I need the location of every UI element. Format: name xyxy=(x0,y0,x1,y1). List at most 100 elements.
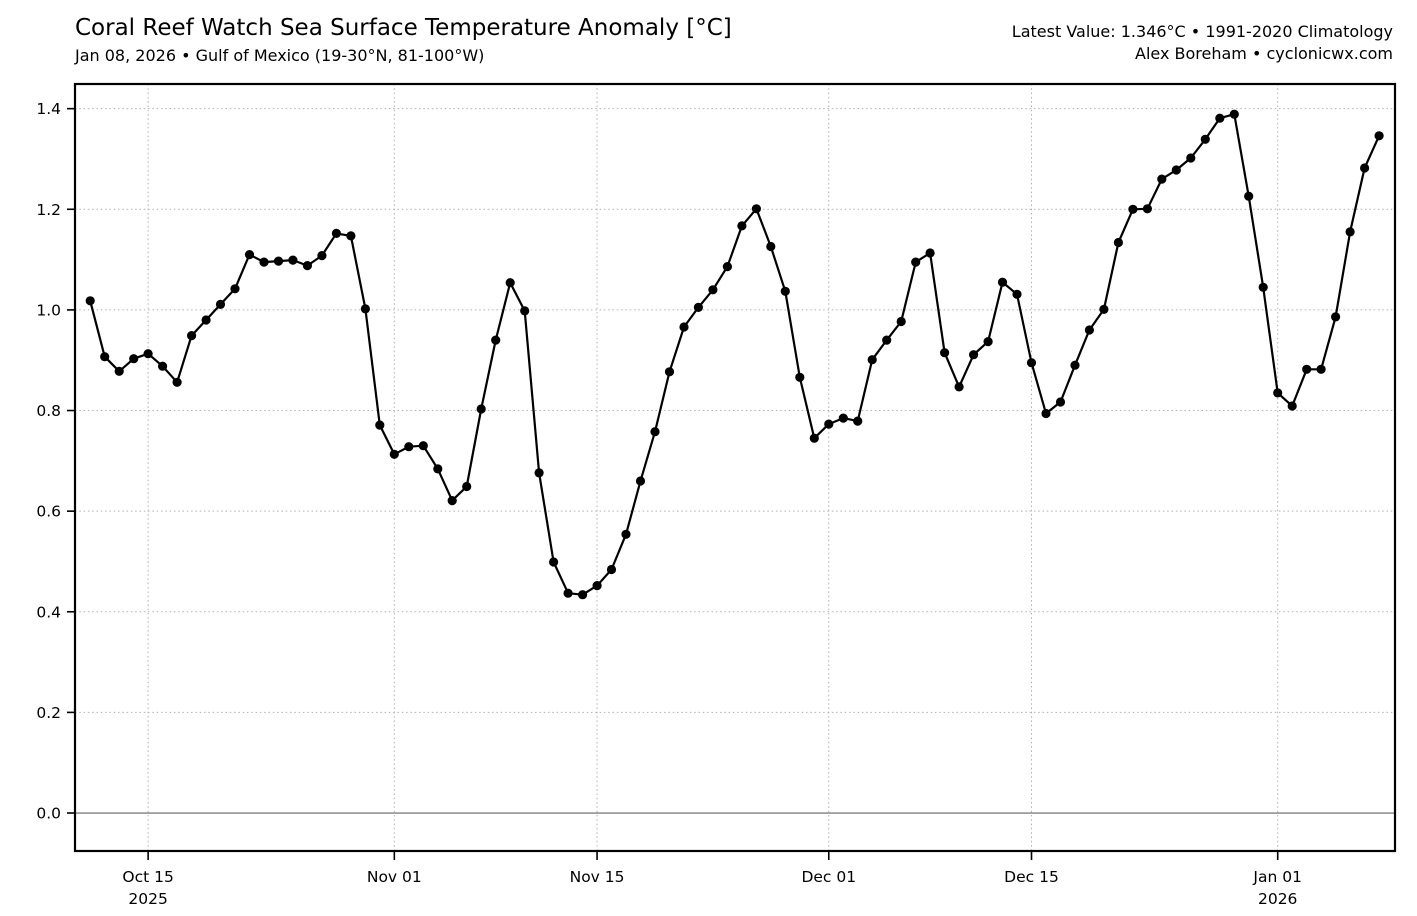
y-tick-label: 1.4 xyxy=(36,100,61,118)
data-point xyxy=(1012,289,1022,299)
data-point xyxy=(201,315,211,325)
data-point xyxy=(853,416,863,426)
data-point xyxy=(563,588,573,598)
data-point xyxy=(1244,191,1254,201)
data-point xyxy=(722,262,733,272)
data-point xyxy=(1041,408,1051,419)
data-point xyxy=(1374,131,1384,141)
x-tick-label: Jan 01 xyxy=(1252,868,1302,886)
data-point xyxy=(1258,282,1268,292)
data-point xyxy=(954,382,964,392)
data-point xyxy=(809,433,819,443)
plot-border xyxy=(73,82,1397,853)
data-point xyxy=(129,354,139,364)
data-point xyxy=(1113,237,1123,248)
x-tick-label: Dec 01 xyxy=(801,868,856,886)
data-point xyxy=(187,331,197,341)
data-point xyxy=(520,306,530,316)
y-tick-label: 0.0 xyxy=(36,805,61,823)
y-tick-label: 0.4 xyxy=(36,603,61,621)
data-point xyxy=(114,366,124,376)
data-point xyxy=(360,304,370,314)
data-point xyxy=(1186,153,1196,163)
data-point xyxy=(1055,397,1066,407)
data-point xyxy=(693,302,704,312)
credit-label: Alex Boreham • cyclonicwx.com xyxy=(1135,44,1393,64)
chart-header: Coral Reef Watch Sea Surface Temperature… xyxy=(75,14,732,67)
y-tick-label: 0.6 xyxy=(36,503,61,521)
data-point xyxy=(635,476,646,486)
data-point xyxy=(100,352,110,362)
data-point xyxy=(389,449,399,459)
x-tick-label: Nov 01 xyxy=(367,868,422,886)
y-tick-label: 1.2 xyxy=(36,201,61,219)
y-tick-label: 0.8 xyxy=(36,402,61,420)
data-point xyxy=(534,468,544,478)
data-point xyxy=(751,204,762,214)
data-point xyxy=(997,277,1008,287)
data-point xyxy=(940,348,950,358)
data-point xyxy=(737,221,747,231)
x-tick-label: Oct 15 xyxy=(122,868,173,886)
data-point xyxy=(505,278,515,288)
data-point xyxy=(317,251,327,261)
data-point xyxy=(969,350,979,360)
data-point xyxy=(418,441,428,451)
data-point xyxy=(925,248,935,258)
data-point xyxy=(882,335,892,345)
data-point xyxy=(795,372,805,382)
data-point xyxy=(1331,312,1341,322)
data-point xyxy=(1142,204,1152,214)
data-point xyxy=(447,496,457,506)
data-point xyxy=(549,557,559,567)
data-point xyxy=(273,256,284,266)
data-point xyxy=(592,581,602,591)
data-point xyxy=(606,564,617,575)
data-point xyxy=(1302,364,1312,374)
data-point xyxy=(1360,163,1370,173)
data-point xyxy=(462,481,472,492)
data-point xyxy=(1316,364,1326,374)
data-point xyxy=(1229,109,1239,119)
data-point xyxy=(1128,204,1138,214)
data-point xyxy=(766,241,776,252)
data-point xyxy=(1026,358,1037,368)
latest-value-label: Latest Value: 1.346°C • 1991-2020 Climat… xyxy=(1011,22,1393,41)
data-point xyxy=(824,419,834,429)
chart-title: Coral Reef Watch Sea Surface Temperature… xyxy=(75,15,732,41)
data-point xyxy=(375,420,385,430)
data-point xyxy=(331,228,341,238)
data-point xyxy=(476,404,486,414)
data-point xyxy=(983,337,993,347)
data-point xyxy=(1084,325,1094,335)
data-point xyxy=(1273,388,1283,398)
data-point xyxy=(1171,165,1181,175)
data-point xyxy=(911,257,921,267)
data-point xyxy=(708,285,718,295)
data-point xyxy=(302,261,312,271)
data-point xyxy=(1099,304,1109,314)
data-point xyxy=(172,377,182,387)
y-tick-label: 0.2 xyxy=(36,704,61,722)
data-point xyxy=(679,322,689,332)
data-point xyxy=(85,296,95,306)
data-point xyxy=(838,413,848,423)
data-point xyxy=(578,590,588,600)
data-point xyxy=(1070,360,1080,370)
data-point xyxy=(780,286,790,296)
data-point xyxy=(1215,113,1225,123)
data-point xyxy=(346,231,356,241)
data-point xyxy=(404,442,414,452)
x-tick-label: Dec 15 xyxy=(1004,868,1059,886)
x-tick-sublabel: 2026 xyxy=(1258,890,1297,908)
data-point xyxy=(259,257,269,267)
data-point xyxy=(650,427,660,437)
data-point xyxy=(664,367,675,377)
x-tick-label: Nov 15 xyxy=(570,868,625,886)
data-point xyxy=(230,284,240,294)
data-point xyxy=(896,316,906,327)
data-point xyxy=(244,250,255,260)
data-point xyxy=(1200,134,1210,144)
data-point xyxy=(1287,401,1297,411)
